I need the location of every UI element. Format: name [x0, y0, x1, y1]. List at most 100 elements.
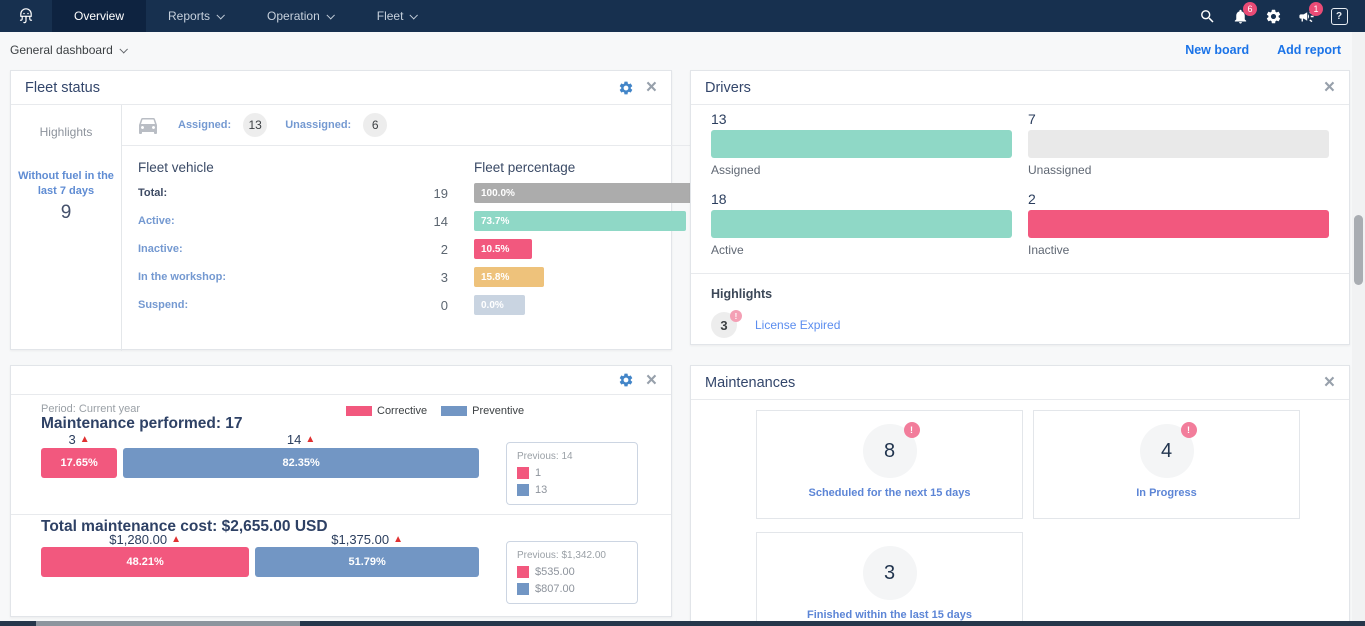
nav-item-operation[interactable]: Operation	[245, 0, 355, 32]
performed-values-row: 3 ▲ 14 ▲	[41, 432, 479, 447]
octopus-logo-icon	[19, 8, 33, 24]
app-logo[interactable]	[0, 0, 52, 32]
divider	[691, 273, 1349, 274]
unassigned-count: 6	[363, 113, 388, 137]
row-label[interactable]: In the workshop:	[138, 271, 226, 283]
inactive-bar: 10.5%	[474, 239, 532, 259]
chevron-down-icon	[326, 11, 335, 20]
previous-title: Previous: $1,342.00	[517, 550, 606, 561]
nav-item-reports[interactable]: Reports	[146, 0, 245, 32]
row-label[interactable]: Inactive:	[138, 243, 183, 255]
assigned-label: Assigned:	[178, 119, 232, 131]
new-board-button[interactable]: New board	[1185, 43, 1250, 57]
corrective-cost-bar: 48.21%	[41, 547, 250, 577]
widget-close-icon[interactable]: ×	[645, 369, 657, 391]
settings-gear-icon[interactable]	[1263, 6, 1283, 26]
assigned-bar	[711, 130, 1012, 158]
widget-settings-icon[interactable]	[618, 372, 634, 388]
drivers-stats-grid: 13 Assigned 7 Unassigned 18 Active 2	[711, 107, 1329, 267]
fleet-status-card: Fleet status × Highlights Without fuel i…	[10, 70, 715, 351]
column-header-vehicle: Fleet vehicle	[138, 160, 214, 175]
total-bar: 100.0%	[474, 183, 715, 203]
cost-values-row: $1,280.00 ▲ $1,375.00 ▲	[41, 532, 479, 547]
table-row-suspend: Suspend: 0 0.0%	[138, 295, 715, 315]
table-row-workshop: In the workshop: 3 15.8%	[138, 267, 715, 287]
top-nav: Overview Reports Operation Fleet 6 1	[0, 0, 1365, 32]
chevron-down-icon	[119, 45, 128, 54]
tile-label[interactable]: Finished within the last 15 days	[806, 609, 973, 621]
row-label: Total:	[138, 187, 168, 199]
suspend-bar: 0.0%	[474, 295, 525, 315]
row-label[interactable]: Active:	[138, 215, 175, 227]
unassigned-label: Unassigned:	[285, 119, 352, 131]
highlights-tab[interactable]: Highlights	[39, 125, 93, 139]
legend-swatch	[517, 467, 529, 479]
widget-close-icon[interactable]: ×	[1323, 372, 1335, 393]
finished-maintenances-tile[interactable]: 3 Finished within the last 15 days	[756, 532, 1023, 626]
maintenance-cost-title: Total maintenance cost: $2,655.00 USD	[41, 518, 328, 535]
card-title: Maintenances	[705, 374, 796, 391]
in-progress-maintenances-tile[interactable]: 4 ! In Progress	[1033, 410, 1300, 519]
maintenances-card: Maintenances × 8 ! Scheduled for the nex…	[690, 365, 1350, 626]
stat-label: Assigned	[711, 163, 761, 177]
divider	[11, 514, 671, 515]
scheduled-maintenances-tile[interactable]: 8 ! Scheduled for the next 15 days	[756, 410, 1023, 519]
chevron-down-icon	[409, 11, 419, 20]
previous-corrective: 1	[517, 467, 627, 479]
stat-label: Active	[711, 243, 744, 257]
widget-settings-icon[interactable]	[618, 80, 634, 96]
card-title: Fleet status	[25, 79, 100, 96]
tile-label[interactable]: Scheduled for the next 15 days	[808, 487, 971, 499]
legend-swatch	[517, 484, 529, 496]
horizontal-scrollbar[interactable]	[0, 621, 1365, 626]
search-icon[interactable]	[1197, 6, 1217, 26]
in-progress-count: 4 !	[1139, 422, 1197, 478]
highlight-value: 9	[60, 201, 72, 223]
help-icon[interactable]: ?	[1329, 6, 1349, 26]
finished-count: 3	[862, 546, 917, 600]
trend-up-icon: ▲	[393, 534, 403, 545]
row-value: 2	[440, 241, 448, 257]
fleet-assignment-summary: Assigned: 13 Unassigned: 6	[122, 105, 715, 146]
widget-close-icon[interactable]: ×	[645, 77, 657, 98]
legend-preventive: Preventive	[441, 405, 524, 417]
horizontal-scrollbar-thumb[interactable]	[36, 621, 300, 626]
active-bar	[711, 210, 1012, 238]
legend-swatch	[517, 583, 529, 595]
performed-previous-box: Previous: 14 1 13	[506, 442, 638, 505]
row-label[interactable]: Suspend:	[138, 299, 189, 311]
license-expired-link[interactable]: License Expired	[755, 318, 841, 332]
vertical-scrollbar[interactable]	[1352, 32, 1365, 621]
alert-badge-icon: !	[1180, 422, 1197, 438]
nav-item-fleet[interactable]: Fleet	[355, 0, 439, 32]
vertical-scrollbar-thumb[interactable]	[1354, 215, 1363, 285]
fleet-vehicle-table: Fleet vehicle Fleet percentage Total: 19…	[122, 146, 715, 315]
trend-up-icon: ▲	[79, 434, 90, 445]
dashboard-selector-label: General dashboard	[10, 43, 113, 57]
highlight-label[interactable]: Without fuel in the last 7 days	[18, 170, 114, 197]
row-value: 14	[433, 213, 448, 229]
performed-bar-chart: 17.65% 82.35%	[41, 448, 479, 478]
drivers-header: Drivers ×	[691, 71, 1349, 105]
trend-up-icon: ▲	[305, 434, 316, 445]
maintenances-header: Maintenances ×	[691, 366, 1349, 400]
widget-close-icon[interactable]: ×	[1323, 77, 1335, 98]
license-expired-row: 3 ! License Expired	[711, 310, 1329, 338]
add-report-button[interactable]: Add report	[1277, 43, 1341, 57]
table-row-total: Total: 19 100.0%	[138, 183, 715, 203]
preventive-cost-bar: 51.79%	[255, 547, 479, 577]
dashboard-selector[interactable]: General dashboard	[10, 43, 128, 57]
tile-label[interactable]: In Progress	[1136, 487, 1197, 499]
toolbar-links: New board Add report	[1185, 43, 1341, 57]
stat-value: 18	[711, 191, 727, 207]
nav-right-icons: 6 1 ?	[1197, 0, 1365, 32]
announcements-megaphone-icon[interactable]: 1	[1296, 2, 1323, 26]
nav-item-overview[interactable]: Overview	[52, 0, 147, 32]
nav-item-label: Reports	[168, 9, 211, 23]
chevron-down-icon	[216, 11, 225, 20]
stat-label: Unassigned	[1028, 163, 1092, 177]
drivers-inactive-cell: 2 Inactive	[1028, 187, 1329, 267]
notifications-bell-icon[interactable]: 6	[1230, 2, 1257, 26]
maintenance-chart-header: ×	[11, 366, 671, 395]
card-title: Drivers	[705, 79, 751, 96]
